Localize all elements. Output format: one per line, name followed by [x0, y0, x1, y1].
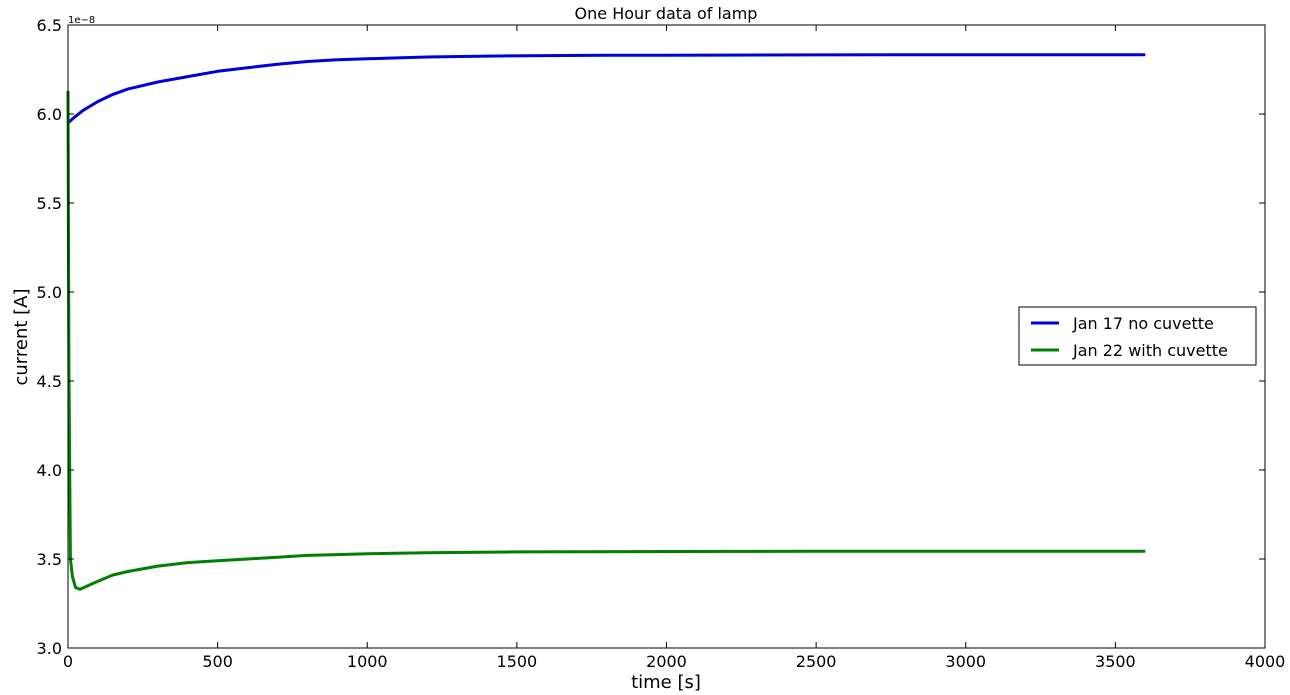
- y-tick-label: 6.5: [37, 16, 62, 35]
- y-tick-label: 4.5: [37, 372, 62, 391]
- x-tick-label: 4000: [1245, 652, 1286, 671]
- series-layer: [66, 53, 1146, 591]
- y-tick-label: 3.5: [37, 550, 62, 569]
- x-tick-label: 3000: [945, 652, 986, 671]
- y-axis-label: current [A]: [11, 288, 32, 385]
- x-tick-label: 2000: [646, 652, 687, 671]
- x-tick-label: 1000: [347, 652, 388, 671]
- x-tick-label: 1500: [497, 652, 538, 671]
- y-tick-label: 5.5: [37, 194, 62, 213]
- x-tick-label: 2500: [796, 652, 837, 671]
- y-tick-label: 5.0: [37, 283, 62, 302]
- legend-label-2: Jan 22 with cuvette: [1072, 341, 1228, 360]
- y-tick-label: 6.0: [37, 105, 62, 124]
- y-tick-label: 4.0: [37, 461, 62, 480]
- x-tick-label: 0: [63, 652, 73, 671]
- plot-area-frame: [67, 24, 1266, 649]
- legend: Jan 17 no cuvette Jan 22 with cuvette: [1018, 306, 1257, 366]
- y-axis-offset-label: 1e−8: [68, 15, 95, 26]
- y-tick-label: 3.0: [37, 639, 62, 658]
- legend-box: [1018, 306, 1257, 366]
- x-axis-label: time [s]: [631, 672, 701, 693]
- tick-layer: 0 500 1000 1500 2000 2500 3000 3500 4000 3.0 3.5 4.…: [37, 16, 1286, 671]
- series-line-2: [66, 90, 1146, 591]
- series-line-1: [67, 53, 1146, 125]
- x-tick-label: 500: [202, 652, 233, 671]
- x-tick-label: 3500: [1095, 652, 1136, 671]
- chart-title: One Hour data of lamp: [575, 4, 758, 23]
- legend-label-1: Jan 17 no cuvette: [1072, 314, 1214, 333]
